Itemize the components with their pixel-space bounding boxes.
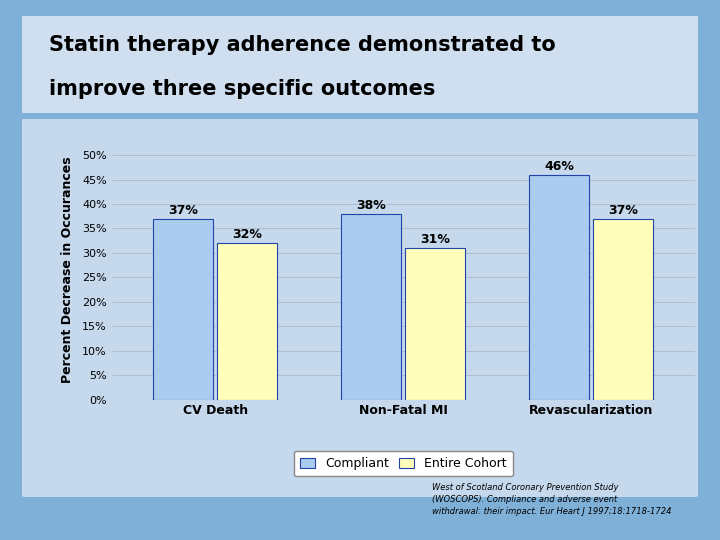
Bar <box>217 243 277 400</box>
Text: improve three specific outcomes: improve three specific outcomes <box>49 79 435 99</box>
Y-axis label: Percent Decrease in Occurances: Percent Decrease in Occurances <box>60 157 73 383</box>
Text: 38%: 38% <box>356 199 386 212</box>
Bar <box>529 174 590 400</box>
Text: 46%: 46% <box>544 160 575 173</box>
Text: 37%: 37% <box>168 204 198 217</box>
Bar <box>153 219 213 400</box>
Bar <box>341 214 401 400</box>
FancyBboxPatch shape <box>1 14 719 116</box>
Text: 32%: 32% <box>232 228 262 241</box>
Legend: Compliant, Entire Cohort: Compliant, Entire Cohort <box>294 451 513 476</box>
Bar <box>405 248 465 400</box>
Text: West of Scotland Coronary Prevention Study
(WOSCOPS). Compliance and adverse eve: West of Scotland Coronary Prevention Stu… <box>432 483 672 516</box>
Text: 31%: 31% <box>420 233 450 246</box>
Bar <box>593 219 654 400</box>
Text: Statin therapy adherence demonstrated to: Statin therapy adherence demonstrated to <box>49 35 555 56</box>
Text: 37%: 37% <box>608 204 638 217</box>
FancyBboxPatch shape <box>15 115 705 501</box>
